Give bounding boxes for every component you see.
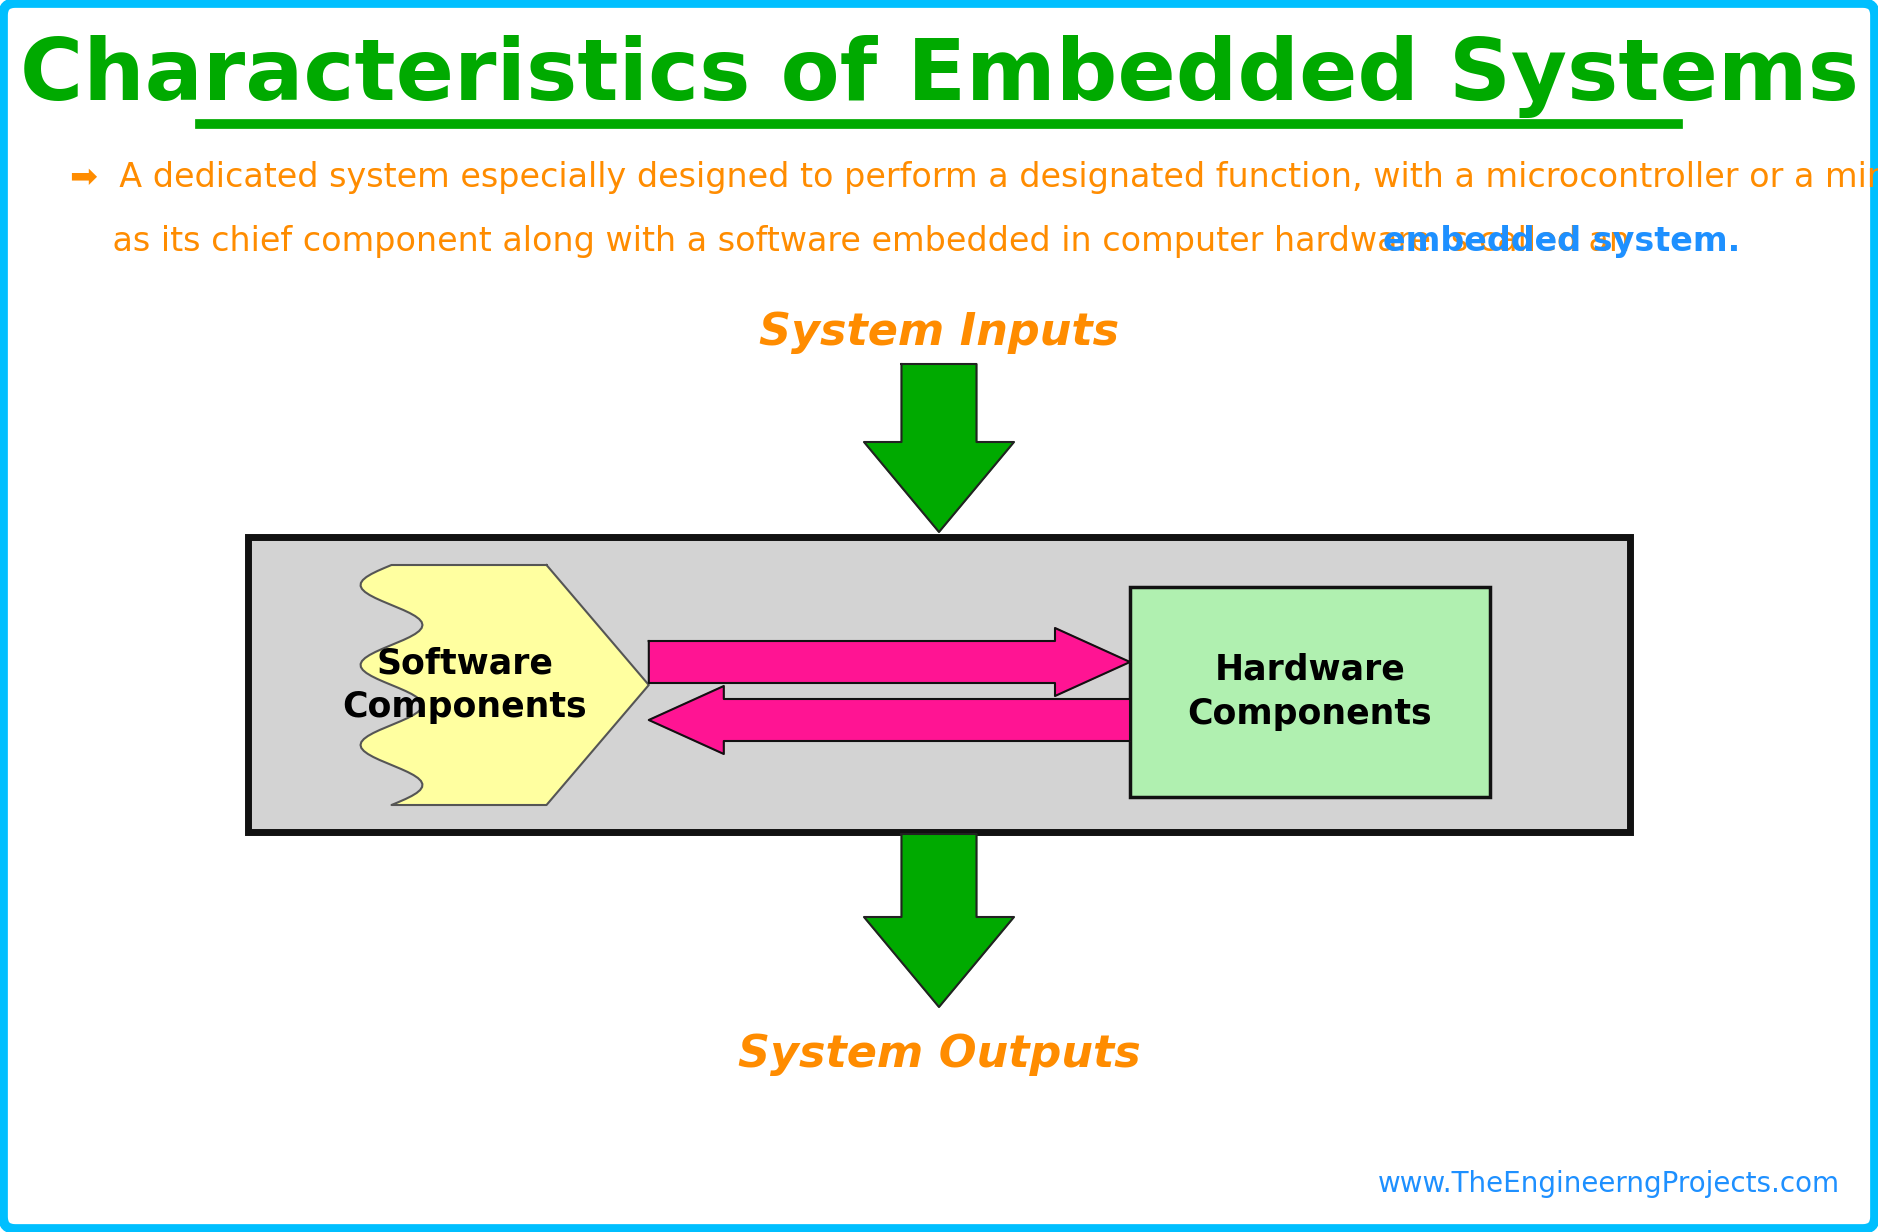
- Polygon shape: [648, 686, 1131, 754]
- Polygon shape: [648, 628, 1131, 696]
- FancyBboxPatch shape: [1131, 586, 1489, 797]
- Text: System Outputs: System Outputs: [738, 1032, 1140, 1076]
- Text: System Inputs: System Inputs: [759, 310, 1119, 354]
- Text: ➡  A dedicated system especially designed to perform a designated function, with: ➡ A dedicated system especially designed…: [69, 160, 1878, 193]
- Polygon shape: [864, 834, 1014, 1007]
- Text: Components: Components: [342, 690, 588, 724]
- Polygon shape: [361, 565, 648, 804]
- Text: Hardware: Hardware: [1215, 653, 1405, 687]
- Text: www.TheEngineerngProjects.com: www.TheEngineerngProjects.com: [1378, 1170, 1840, 1198]
- Text: as its chief component along with a software embedded in computer hardware is ca: as its chief component along with a soft…: [69, 225, 1641, 259]
- FancyBboxPatch shape: [248, 537, 1630, 832]
- Text: Components: Components: [1187, 697, 1433, 731]
- Text: Characteristics of Embedded Systems: Characteristics of Embedded Systems: [19, 36, 1859, 118]
- Text: Software: Software: [377, 646, 554, 680]
- FancyBboxPatch shape: [4, 2, 1874, 1230]
- Text: embedded system.: embedded system.: [1382, 225, 1741, 259]
- Polygon shape: [864, 363, 1014, 532]
